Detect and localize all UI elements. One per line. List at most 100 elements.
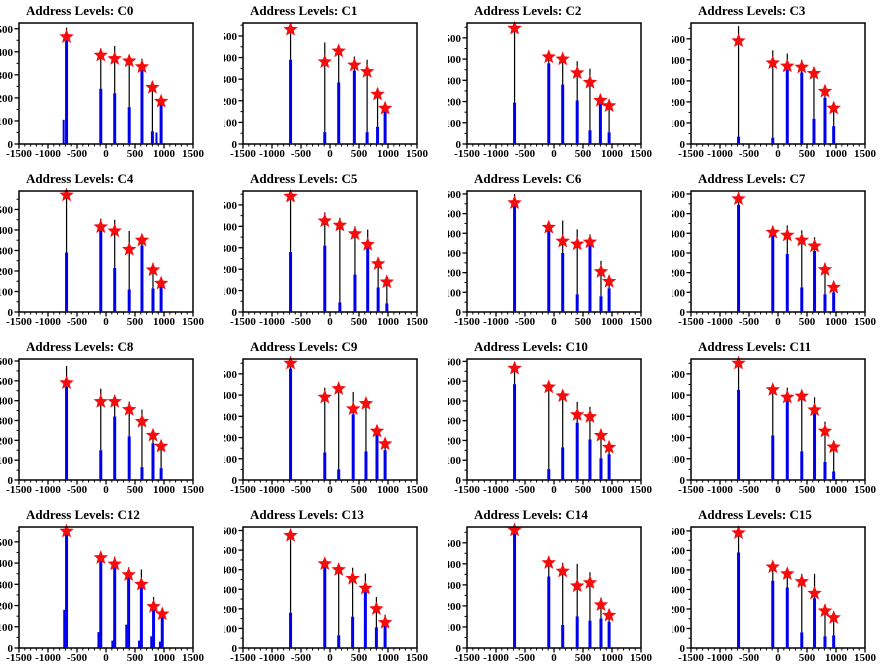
y-tick-label: 300 [448, 248, 462, 260]
y-tick-label: 0 [232, 475, 238, 487]
y-tick-label: 100 [672, 454, 686, 466]
y-tick-label: 400 [224, 221, 238, 233]
x-tick-label: -1000 [483, 652, 509, 664]
star-marker [601, 607, 617, 622]
star-marker [93, 394, 109, 408]
histogram-bar [547, 576, 551, 648]
histogram-bar [832, 126, 836, 144]
histogram-bar [588, 245, 592, 312]
y-tick-label: 500 [448, 538, 462, 550]
histogram-bar [813, 413, 817, 480]
y-tick-label: 200 [0, 266, 14, 278]
y-tick-label: 0 [232, 643, 238, 655]
histogram-bar [127, 574, 131, 648]
histogram-bar [375, 434, 379, 480]
histogram-bar [785, 587, 789, 648]
star-marker [145, 262, 161, 277]
star-marker [283, 188, 298, 203]
star-marker [134, 59, 150, 73]
x-tick-label: 1000 [601, 148, 624, 160]
histogram-sub-bar [63, 609, 66, 648]
star-marker [146, 599, 161, 613]
y-tick-label: 400 [448, 396, 462, 408]
y-tick-label: 200 [0, 93, 14, 105]
histogram-bar [337, 635, 341, 648]
histogram-bar [289, 612, 293, 648]
histogram-bar [160, 614, 164, 648]
x-tick-label: 1500 [182, 316, 205, 328]
histogram-bar [561, 624, 565, 648]
y-tick-label: 100 [0, 455, 14, 467]
x-tick-label: -1000 [35, 316, 61, 328]
histogram-bar [127, 107, 131, 144]
plot-frame [690, 190, 866, 313]
histogram-bar [771, 435, 775, 480]
x-tick-label: 500 [575, 316, 592, 328]
x-tick-label: -500 [739, 652, 760, 664]
plot-canvas: 0 100 200 300 400 500 -1500-1000 -500 0 500 1000 15… [672, 355, 877, 496]
plot-frame [242, 22, 418, 145]
x-tick-label: -500 [291, 652, 312, 664]
histogram-bar [561, 84, 565, 144]
plot-panel-c13: Address Levels: C13 0 100 200 300 400 500 600 -1… [224, 504, 448, 672]
histogram-bar [800, 632, 804, 648]
x-tick-label: 500 [127, 652, 144, 664]
star-marker [780, 58, 795, 73]
x-tick-label: -1500 [678, 316, 704, 328]
y-tick-label: 200 [224, 264, 238, 276]
histogram-bar [151, 288, 155, 312]
histogram-bar [323, 245, 327, 312]
y-tick-label: 500 [224, 200, 238, 212]
y-tick-label: 400 [0, 396, 14, 408]
x-tick-label: 1500 [406, 484, 429, 496]
star-marker [569, 236, 585, 251]
x-tick-label: -1500 [678, 652, 704, 664]
y-tick-label: 300 [672, 76, 686, 88]
star-marker [507, 360, 522, 375]
plot-panel-c7: Address Levels: C7 0 100 200 300 400 500 600 -15… [672, 168, 896, 336]
y-tick-label: 500 [224, 31, 238, 43]
y-tick-label: 0 [456, 139, 462, 151]
panel-title: Address Levels: C6 [474, 171, 582, 186]
star-marker [59, 375, 74, 389]
star-marker [541, 379, 557, 394]
x-tick-label: 1500 [182, 484, 205, 496]
star-marker [369, 601, 384, 615]
star-marker [555, 388, 570, 403]
star-marker [377, 100, 393, 115]
x-tick-label: -1500 [230, 484, 256, 496]
star-marker [541, 49, 557, 64]
y-tick-label: 200 [672, 268, 686, 280]
star-marker [358, 395, 374, 410]
x-tick-label: -500 [67, 148, 88, 160]
panel-title: Address Levels: C13 [250, 507, 364, 522]
y-tick-label: 400 [672, 55, 686, 67]
plot-frame [18, 190, 194, 313]
histogram-bar [785, 67, 789, 144]
histogram-bar [737, 136, 741, 144]
histogram-bar [159, 101, 163, 144]
histogram-bar [513, 533, 517, 648]
histogram-sub-bar [111, 640, 114, 648]
y-tick-label: 0 [8, 643, 14, 655]
x-tick-label: -1500 [454, 148, 480, 160]
y-tick-label: 400 [448, 228, 462, 240]
histogram-bar [113, 267, 117, 312]
histogram-bar [607, 288, 611, 312]
plot-panel-c6: Address Levels: C6 0 100 200 300 400 500 600 -15… [448, 168, 672, 336]
x-tick-label: -1500 [230, 316, 256, 328]
plot-canvas: 0 100 200 300 400 500 600 -1500-1000 -500 0 500 100… [672, 189, 877, 328]
plot-frame [242, 358, 418, 481]
star-marker [360, 236, 375, 251]
histogram-bar [599, 618, 603, 648]
histogram-bar [113, 93, 117, 144]
histogram-bar [99, 88, 103, 144]
y-tick-label: 100 [0, 286, 14, 298]
histogram-bar [800, 72, 804, 144]
plot-canvas: 0 100 200 300 400 500 -1500-1000 -500 0 500 1000 15… [224, 188, 429, 328]
x-tick-label: 1000 [825, 652, 848, 664]
star-marker [601, 273, 617, 288]
histogram-bar [823, 294, 827, 312]
x-tick-label: 0 [103, 148, 109, 160]
x-tick-label: 500 [575, 484, 592, 496]
